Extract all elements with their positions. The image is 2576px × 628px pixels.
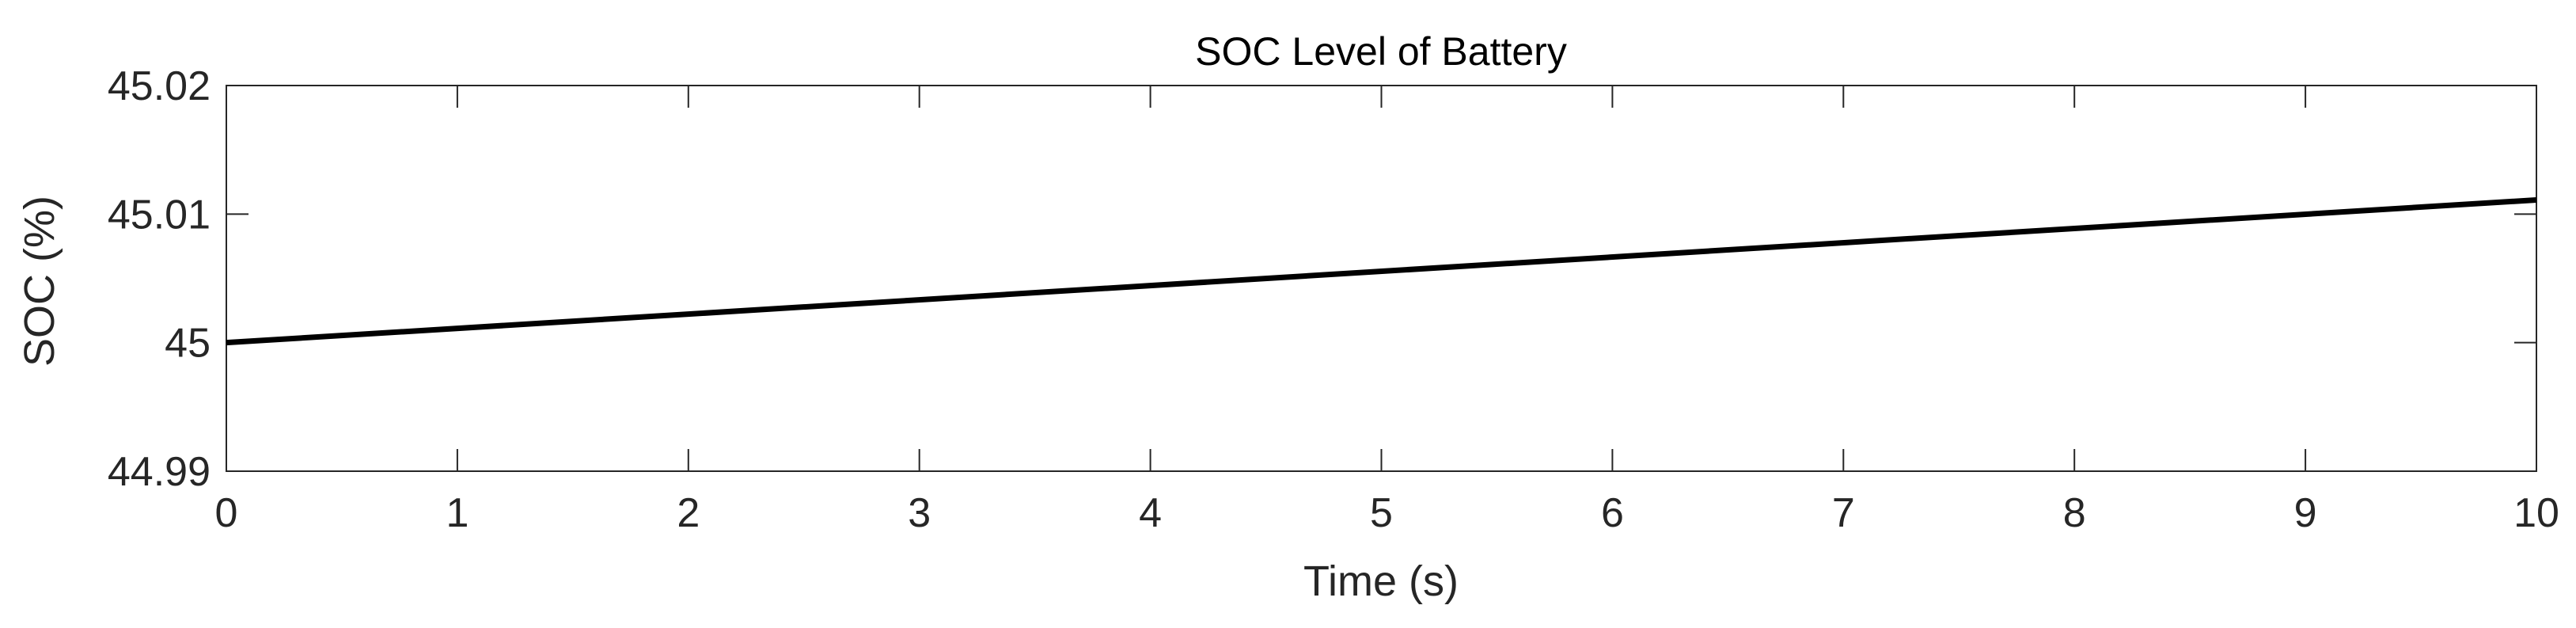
x-tick-label: 6 — [1601, 490, 1624, 536]
x-tick-label: 4 — [1139, 490, 1162, 536]
series-line-soc — [226, 196, 2537, 346]
x-tick-label: 1 — [446, 490, 469, 536]
chart-title: SOC Level of Battery — [1195, 29, 1567, 74]
x-tick-label: 3 — [908, 490, 931, 536]
x-tick-label: 0 — [215, 490, 238, 536]
x-tick-label: 10 — [2513, 490, 2559, 536]
x-tick-label: 8 — [2063, 490, 2086, 536]
y-tick-label: 45 — [165, 321, 211, 367]
y-tick-label: 44.99 — [108, 449, 211, 495]
y-tick-label: 45.01 — [108, 192, 211, 238]
y-axis-label: SOC (%) — [16, 196, 63, 367]
x-tick-label: 5 — [1370, 490, 1393, 536]
x-tick-label: 2 — [677, 490, 700, 536]
x-axis-label: Time (s) — [1303, 558, 1459, 605]
y-tick-label: 45.02 — [108, 63, 211, 109]
x-tick-label: 7 — [1832, 490, 1855, 536]
x-tick-label: 9 — [2294, 490, 2317, 536]
